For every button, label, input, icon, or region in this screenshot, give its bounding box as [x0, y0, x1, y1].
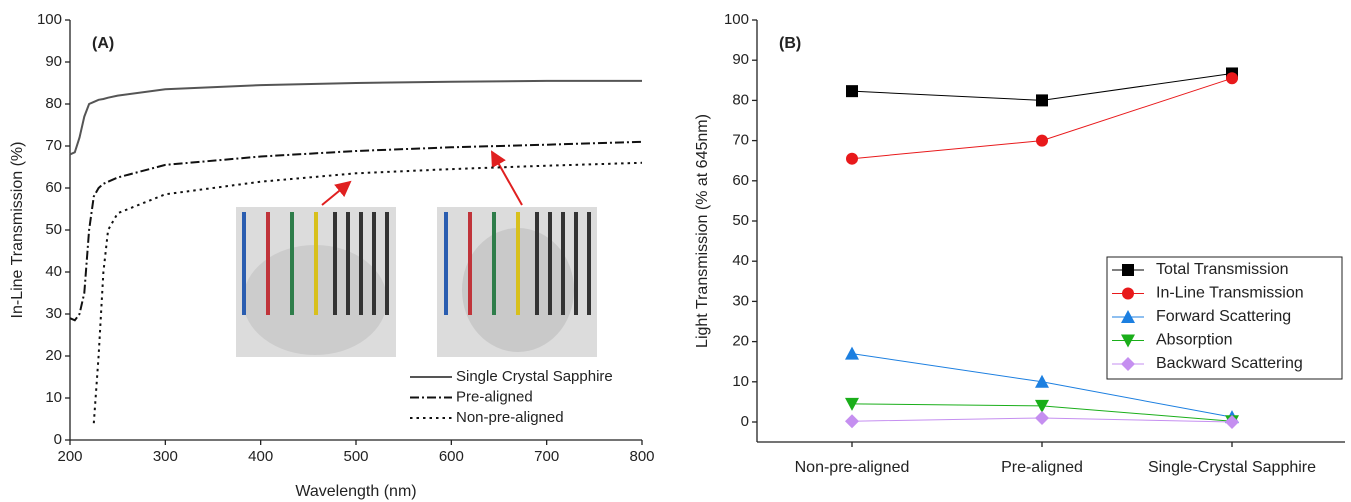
legend-label: In-Line Transmission	[1156, 285, 1304, 302]
y-tick-label: 90	[45, 53, 62, 70]
series-line	[69, 79, 642, 156]
panel-label: (A)	[92, 35, 114, 52]
legend-box	[1106, 256, 1343, 380]
y-tick-label: 60	[45, 179, 62, 196]
x-tick-label: 600	[439, 448, 464, 465]
marker	[1225, 415, 1239, 429]
marker	[1035, 374, 1049, 388]
x-tick-label: 700	[534, 448, 559, 465]
panel-label: (B)	[779, 35, 801, 52]
legend: Total Transmission In-Line Transmission Fo…	[1106, 256, 1343, 380]
y-tick-label: 10	[732, 373, 749, 390]
legend-label: Non-pre-aligned	[456, 409, 564, 426]
x-axis-label: Wavelength (nm)	[295, 483, 416, 500]
y-tick-label: 80	[732, 91, 749, 108]
marker	[846, 152, 858, 165]
marker	[1121, 334, 1135, 348]
y-tick-label: 20	[45, 347, 62, 364]
arrow	[491, 150, 523, 206]
legend-label: Forward Scattering	[1156, 308, 1291, 325]
y-tick-label: 80	[45, 95, 62, 112]
marker	[845, 346, 859, 360]
y-tick-label: 50	[45, 221, 62, 238]
marker	[1036, 94, 1048, 107]
y-axis-label: In-Line Transmission (%)	[9, 142, 26, 319]
y-tick-label: 100	[37, 11, 62, 28]
x-tick-label: 500	[343, 448, 368, 465]
photo-lines	[242, 212, 389, 315]
y-tick-label: 10	[45, 389, 62, 406]
y-tick-label: 30	[732, 292, 749, 309]
y-tick-label: 60	[732, 172, 749, 189]
y-tick-label: 0	[741, 413, 749, 430]
marker	[1121, 310, 1135, 323]
y-tick-label: 90	[732, 51, 749, 68]
x-tick-label: 800	[629, 448, 654, 465]
marker	[1035, 399, 1049, 413]
y-tick-label: 70	[732, 132, 749, 149]
marker	[1226, 72, 1238, 85]
marker	[1122, 264, 1134, 276]
y-tick-label: 100	[724, 11, 749, 28]
y-tick-label: 50	[732, 212, 749, 229]
x-tick-label: 400	[248, 448, 273, 465]
y-tick-label: 40	[45, 263, 62, 280]
marker	[1122, 287, 1134, 300]
y-tick-label: 0	[54, 431, 62, 448]
legend-label: Absorption	[1156, 332, 1233, 349]
series-line	[69, 140, 643, 322]
series-line	[851, 77, 1233, 160]
marker	[846, 85, 858, 98]
photo-lines	[444, 212, 591, 315]
inset-photos	[236, 150, 597, 357]
marker	[1036, 134, 1048, 147]
x-tick-label: Non-pre-aligned	[795, 459, 910, 476]
marker	[845, 397, 859, 411]
x-tick-label: 300	[153, 448, 178, 465]
x-tick-label: 200	[57, 448, 82, 465]
y-tick-label: 70	[45, 137, 62, 154]
marker	[845, 414, 859, 429]
x-tick-label: Pre-aligned	[1001, 459, 1083, 476]
arrow	[321, 180, 352, 206]
legend-label: Single Crystal Sapphire	[456, 368, 613, 385]
y-tick-label: 30	[45, 305, 62, 322]
y-axis-label: Light Transmission (% at 645nm)	[694, 114, 711, 348]
legend-label: Pre-aligned	[456, 388, 533, 405]
y-tick-label: 40	[732, 252, 749, 269]
marker	[1121, 357, 1135, 371]
legend-label: Backward Scattering	[1156, 355, 1303, 372]
legend-label: Total Transmission	[1156, 261, 1289, 278]
y-tick-label: 20	[732, 333, 749, 350]
x-tick-label: Single-Crystal Sapphire	[1148, 459, 1316, 476]
marker	[1035, 410, 1049, 425]
